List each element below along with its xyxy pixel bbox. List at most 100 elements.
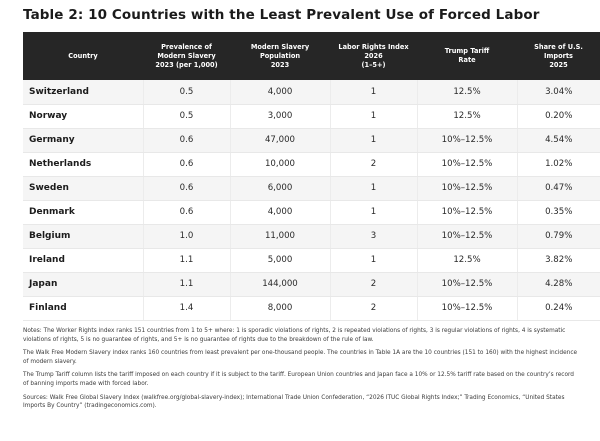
- data-cell: 3.82%: [517, 248, 600, 273]
- table-row: Denmark 0.6 4,000 1 10%–12.5% 0.35%: [23, 200, 600, 225]
- column-header-line: 2023 (per 1,000): [155, 60, 218, 69]
- data-cell: 0.47%: [517, 176, 600, 201]
- table-row: Belgium 1.0 11,000 3 10%–12.5% 0.79%: [23, 224, 600, 249]
- column-header-line: Imports: [544, 51, 573, 60]
- data-cell: 0.79%: [517, 224, 600, 249]
- country-cell: Ireland: [23, 248, 144, 273]
- column-header-line: Modern Slavery: [157, 51, 216, 60]
- country-cell: Finland: [23, 296, 144, 321]
- country-cell: Belgium: [23, 224, 144, 249]
- data-cell: 0.24%: [517, 296, 600, 321]
- column-header: Share of U.S. Imports 2025: [517, 32, 600, 80]
- column-header-line: 2025: [549, 60, 568, 69]
- data-cell: 0.6: [143, 200, 231, 225]
- data-cell: 10%–12.5%: [417, 176, 518, 201]
- column-header-line: Modern Slavery: [250, 42, 310, 51]
- country-cell: Japan: [23, 272, 144, 297]
- note-worker-rights: Notes: The Worker Rights index ranks 151…: [23, 328, 566, 343]
- column-header-line: Population: [259, 51, 301, 60]
- data-cell: 1: [330, 200, 418, 225]
- data-cell: 4.54%: [517, 128, 600, 153]
- country-cell: Germany: [23, 128, 144, 153]
- data-cell: 2: [330, 296, 418, 321]
- column-header-line: (1–5+): [361, 60, 386, 69]
- column-header-line: Share of U.S.: [534, 42, 583, 51]
- table-row: Ireland 1.1 5,000 1 12.5% 3.82%: [23, 248, 600, 273]
- data-cell: 0.6: [143, 176, 231, 201]
- data-cell: 0.20%: [517, 104, 600, 129]
- data-cell: 12.5%: [417, 248, 518, 273]
- data-cell: 10%–12.5%: [417, 152, 518, 177]
- data-cell: 3: [330, 224, 418, 249]
- data-cell: 10%–12.5%: [417, 224, 518, 249]
- data-cell: 10%–12.5%: [417, 200, 518, 225]
- data-cell: 1.1: [143, 248, 231, 273]
- table-row: Netherlands 0.6 10,000 2 10%–12.5% 1.02%: [23, 152, 600, 177]
- data-cell: 10,000: [230, 152, 331, 177]
- country-cell: Norway: [23, 104, 144, 129]
- data-cell: 1: [330, 80, 418, 105]
- column-header: Labor Rights Index 2026 (1–5+): [330, 32, 417, 80]
- data-cell: 11,000: [230, 224, 331, 249]
- note-trump-tariff: The Trump Tariff column lists the tariff…: [23, 372, 574, 387]
- data-cell: 2: [330, 152, 418, 177]
- table-row: Norway 0.5 3,000 1 12.5% 0.20%: [23, 104, 600, 129]
- column-header: Prevalence of Modern Slavery 2023 (per 1,0…: [143, 32, 230, 80]
- data-cell: 4,000: [230, 80, 331, 105]
- data-cell: 1: [330, 176, 418, 201]
- data-cell: 1: [330, 104, 418, 129]
- table-row: Germany 0.6 47,000 1 10%–12.5% 4.54%: [23, 128, 600, 153]
- data-cell: 1: [330, 128, 418, 153]
- column-header-line: 2026: [364, 51, 383, 60]
- column-header: Trump Tariff Rate: [417, 32, 517, 80]
- note-modern-slavery: The Walk Free Modern Slavery index ranks…: [23, 350, 578, 365]
- data-cell: 3,000: [230, 104, 331, 129]
- data-cell: 0.5: [143, 104, 231, 129]
- data-cell: 3.04%: [517, 80, 600, 105]
- data-cell: 47,000: [230, 128, 331, 153]
- table-header-row: Country Prevalence of Modern Slavery 2023 (…: [23, 32, 600, 80]
- data-cell: 5,000: [230, 248, 331, 273]
- table-body: Switzerland 0.5 4,000 1 12.5% 3.04% Norway 0.5 3…: [23, 80, 600, 321]
- data-cell: 0.6: [143, 152, 231, 177]
- data-cell: 12.5%: [417, 80, 518, 105]
- table-row: Sweden 0.6 6,000 1 10%–12.5% 0.47%: [23, 176, 600, 201]
- column-header-line: Rate: [458, 56, 476, 64]
- data-cell: 1.1: [143, 272, 231, 297]
- data-cell: 0.35%: [517, 200, 600, 225]
- data-cell: 0.5: [143, 80, 231, 105]
- data-cell: 4,000: [230, 200, 331, 225]
- data-cell: 144,000: [230, 272, 331, 297]
- country-cell: Denmark: [23, 200, 144, 225]
- data-cell: 6,000: [230, 176, 331, 201]
- column-header-line: Trump Tariff: [444, 47, 490, 55]
- data-cell: 10%–12.5%: [417, 272, 518, 297]
- data-cell: 0.6: [143, 128, 231, 153]
- column-header: Modern Slavery Population 2023: [230, 32, 330, 80]
- data-cell: 10%–12.5%: [417, 128, 518, 153]
- country-cell: Sweden: [23, 176, 144, 201]
- country-cell: Switzerland: [23, 80, 144, 105]
- note-sources: Sources: Walk Free Global Slavery Index …: [23, 394, 565, 410]
- column-header-line: Country: [68, 51, 98, 60]
- table-title: Table 2: 10 Countries with the Least Pre…: [23, 7, 540, 23]
- column-header-line: Prevalence of: [161, 42, 212, 51]
- country-cell: Netherlands: [23, 152, 144, 177]
- data-cell: 12.5%: [417, 104, 518, 129]
- notes-section: Notes: The Worker Rights index ranks 151…: [23, 327, 581, 416]
- data-cell: 1.0: [143, 224, 231, 249]
- column-header-line: 2023: [270, 60, 290, 69]
- data-cell: 1.02%: [517, 152, 600, 177]
- table-row: Finland 1.4 8,000 2 10%–12.5% 0.24%: [23, 296, 600, 321]
- table-row: Switzerland 0.5 4,000 1 12.5% 3.04%: [23, 80, 600, 105]
- table-row: Japan 1.1 144,000 2 10%–12.5% 4.28%: [23, 272, 600, 297]
- data-cell: 10%–12.5%: [417, 296, 518, 321]
- column-header-line: Labor Rights Index: [338, 42, 409, 51]
- data-cell: 1.4: [143, 296, 231, 321]
- data-cell: 8,000: [230, 296, 331, 321]
- data-cell: 1: [330, 248, 418, 273]
- data-cell: 4.28%: [517, 272, 600, 297]
- data-cell: 2: [330, 272, 418, 297]
- forced-labor-table: Country Prevalence of Modern Slavery 2023 (…: [23, 32, 600, 321]
